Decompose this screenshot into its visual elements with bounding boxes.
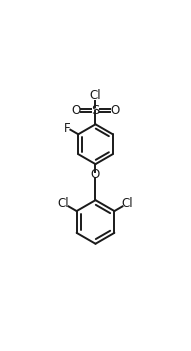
Text: O: O xyxy=(111,104,120,117)
Text: O: O xyxy=(71,104,80,117)
Text: Cl: Cl xyxy=(90,89,101,102)
Text: F: F xyxy=(64,122,70,135)
Text: Cl: Cl xyxy=(121,197,133,210)
Text: Cl: Cl xyxy=(58,197,70,210)
Text: O: O xyxy=(91,168,100,181)
Text: S: S xyxy=(91,104,100,117)
